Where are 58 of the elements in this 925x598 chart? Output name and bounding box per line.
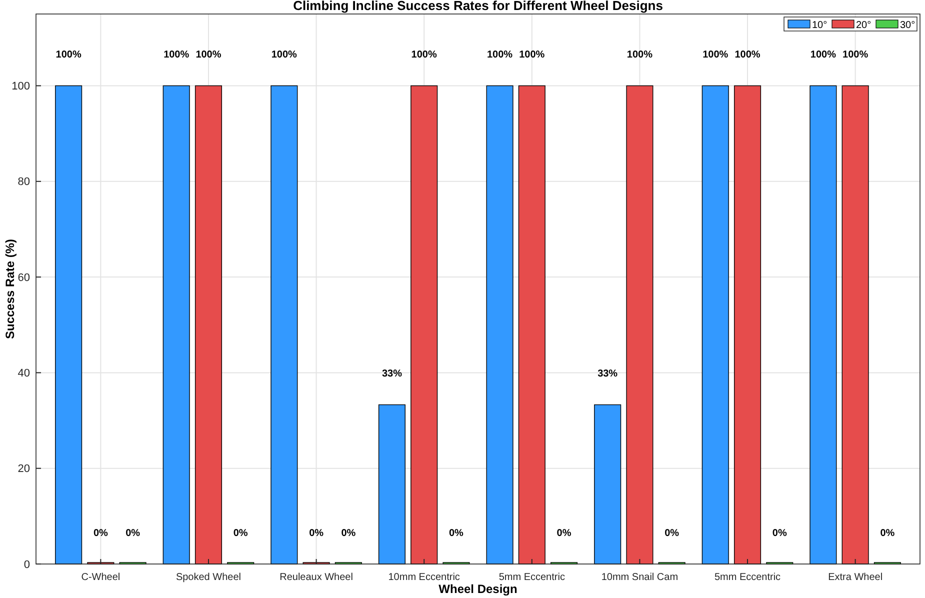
data-label: 0%	[126, 528, 140, 539]
data-label: 0%	[449, 528, 464, 539]
chart-title: Climbing Incline Success Rates for Different Wheel Designs	[293, 0, 663, 13]
bar	[594, 404, 622, 564]
data-label: 33%	[598, 368, 618, 380]
data-label: 0%	[772, 528, 787, 539]
y-tick-label: 20	[18, 463, 30, 476]
x-tick-label: 5mm Eccentric	[498, 572, 565, 583]
data-label: 100%	[810, 50, 836, 61]
data-label: 100%	[164, 50, 190, 61]
bar	[486, 85, 514, 564]
data-label: 100%	[196, 50, 222, 61]
data-label: 100%	[734, 50, 760, 61]
y-tick-label: 100	[12, 80, 30, 93]
bar	[626, 85, 654, 564]
x-tick-label: Reuleaux Wheel	[280, 572, 353, 583]
y-axis-title: Success Rate (%)	[3, 238, 17, 340]
data-label: 0%	[556, 528, 572, 539]
legend-label: 20°	[856, 20, 872, 31]
x-tick-label: 10mm Eccentric	[388, 572, 460, 583]
data-label: 100%	[486, 50, 513, 61]
data-label: 0%	[664, 528, 680, 539]
data-label: 100%	[702, 50, 728, 61]
data-label: 0%	[341, 528, 356, 539]
bar	[702, 85, 729, 564]
data-label: 100%	[842, 50, 868, 61]
bar	[810, 85, 837, 564]
bar	[518, 85, 546, 564]
y-tick-label: 80	[18, 176, 30, 188]
data-label: 100%	[56, 50, 82, 61]
x-tick-label: C-Wheel	[81, 572, 120, 583]
bar	[194, 85, 222, 564]
y-tick-label: 0	[24, 558, 30, 571]
x-axis-title: Wheel Design	[438, 582, 518, 596]
data-label: 0%	[233, 528, 248, 539]
data-label: 100%	[411, 50, 437, 61]
bar	[842, 85, 869, 564]
data-label: 0%	[880, 528, 895, 539]
legend-label: 10°	[812, 20, 828, 31]
y-tick-label: 40	[18, 368, 30, 380]
x-tick-label: Spoked Wheel	[176, 572, 242, 583]
bar	[55, 85, 82, 564]
x-tick-label: 5mm Eccentric	[714, 572, 781, 583]
x-tick-label: 10mm Snail Cam	[601, 572, 678, 583]
bar	[734, 85, 762, 564]
data-label: 0%	[309, 528, 324, 539]
data-label: 100%	[519, 50, 545, 61]
bar	[162, 85, 190, 564]
bar	[270, 85, 298, 564]
data-label: 100%	[271, 50, 298, 61]
bar	[410, 85, 438, 564]
data-label: 33%	[382, 368, 402, 380]
data-label: 100%	[626, 50, 653, 61]
bar	[378, 404, 406, 564]
legend-label: 30°	[900, 20, 916, 31]
x-tick-label: Extra Wheel	[828, 572, 883, 583]
data-label: 0%	[93, 528, 108, 539]
y-tick-label: 60	[18, 272, 30, 284]
